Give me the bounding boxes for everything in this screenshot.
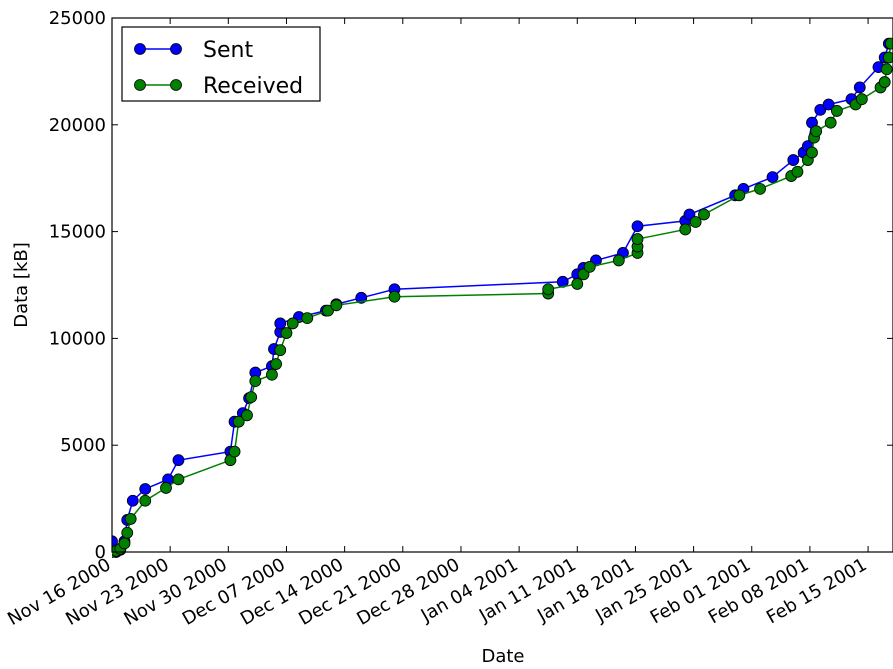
data-point [139,483,152,495]
data-point [822,98,835,111]
data-point [172,473,185,486]
legend-marker [170,79,182,91]
y-tick-label: 0 [95,542,106,563]
data-point [160,482,172,494]
data-point [855,93,868,106]
data-point [787,154,800,166]
data-point [791,165,804,178]
data-point [824,116,837,129]
data-point [810,125,823,138]
data-point [698,208,710,221]
data-point [542,283,555,296]
data-point [853,81,866,94]
axes-frame [111,17,893,553]
data-point [124,512,137,525]
y-tick-label: 15000 [49,222,106,243]
data-point [121,526,134,539]
legend-label: Received [203,74,303,99]
data-point [139,494,152,507]
data-point [274,317,287,330]
y-tick-label: 25000 [49,8,106,29]
legend-marker [134,43,146,55]
data-point [880,63,893,76]
data-point [689,216,702,228]
data-point [733,189,746,202]
data-point [322,304,334,317]
data-point [631,233,644,245]
legend: Sent Received [121,26,321,102]
y-tick-label: 10000 [49,328,106,349]
plot-area [112,37,893,558]
data-point [766,171,779,184]
data-point [831,105,843,117]
data-point [266,368,278,381]
series-line [112,43,890,554]
data-point [885,37,893,50]
data-point [583,260,596,273]
data-point [241,409,253,422]
legend-frame [121,26,321,102]
data-point [245,391,258,404]
data-point [249,375,262,388]
data-point [126,494,139,507]
y-tick-label: 5000 [60,435,106,456]
data-point [806,146,818,159]
data-point [330,299,343,312]
data-point [878,76,891,88]
data-point [286,317,299,330]
data-point [172,454,185,467]
legend-item-received: Received [134,74,303,99]
data-point [882,51,893,64]
data-point [814,103,827,116]
data-point [631,220,644,233]
data-point [754,182,766,195]
legend-marker [170,43,182,55]
legend-item-sent: Sent [134,38,253,63]
legend-label: Sent [203,38,253,63]
data-point [388,290,401,303]
data-point [232,415,245,428]
series-received [112,37,893,558]
data-point [301,312,314,325]
y-axis: 0 5000 10000 15000 20000 25000 [49,8,893,563]
series-sent [112,37,893,558]
y-tick-label: 20000 [49,115,106,136]
legend-marker [134,79,146,91]
y-axis-label: Data [kB] [11,242,32,328]
x-axis-label: Date [481,646,524,667]
data-point [118,537,131,550]
data-point [280,327,293,339]
data-point [274,344,287,357]
data-point [228,445,241,458]
data-point [270,358,282,370]
data-point [679,223,692,236]
series-line [112,43,892,553]
data-point [112,535,118,548]
data-point [612,254,625,267]
data-point [571,278,584,290]
